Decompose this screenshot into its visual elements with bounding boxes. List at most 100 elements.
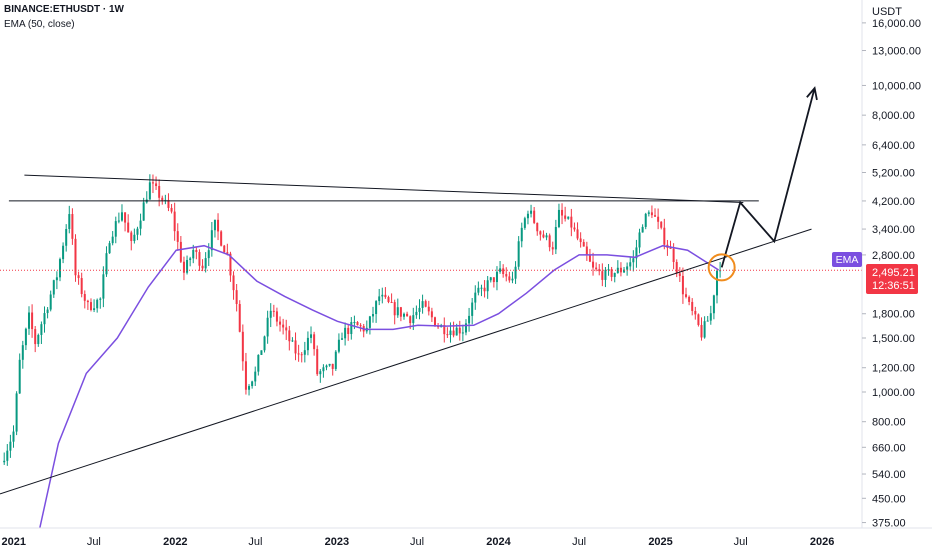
candle-body xyxy=(505,274,508,277)
candle-body xyxy=(316,349,319,375)
candle-body xyxy=(657,216,660,222)
candle-body xyxy=(601,271,604,280)
candle-body xyxy=(530,210,533,214)
candle-body xyxy=(616,267,619,273)
candle-body xyxy=(37,334,40,345)
candle-body xyxy=(592,261,595,268)
candle-body xyxy=(282,324,285,328)
candle-body xyxy=(458,327,461,334)
candle-body xyxy=(533,210,536,223)
price-tick-label: 2,800.00 xyxy=(872,250,915,262)
candle-body xyxy=(523,218,526,228)
price-tick-label: 1,800.00 xyxy=(872,309,915,321)
candle-body xyxy=(663,227,666,245)
price-axis[interactable]: 375.00 450.00 540.00 660.00 800.00 1,000.00 1,… xyxy=(862,18,921,530)
candle-body xyxy=(638,232,641,248)
candle-body xyxy=(93,308,96,310)
descending-trendline[interactable] xyxy=(24,174,744,203)
candle-body xyxy=(402,313,406,317)
candle-body xyxy=(570,216,573,228)
price-tick-label: 10,000.00 xyxy=(872,80,921,92)
candle-body xyxy=(443,325,446,335)
ema-series xyxy=(39,244,720,529)
candle-body xyxy=(709,313,712,321)
price-tag xyxy=(866,264,918,294)
candle-body xyxy=(210,230,213,251)
candle-body xyxy=(489,277,492,281)
candle-body xyxy=(508,276,511,281)
ascending-trendline[interactable] xyxy=(0,228,812,495)
time-tick-label: 2023 xyxy=(325,536,349,548)
candle-body xyxy=(598,269,601,272)
candle-body xyxy=(275,311,278,322)
candle-body xyxy=(712,295,715,314)
candle-body xyxy=(80,278,83,295)
candle-body xyxy=(167,199,170,208)
candle-body xyxy=(567,216,570,219)
candle-body xyxy=(241,331,244,362)
candle-body xyxy=(182,261,185,273)
candlestick-series xyxy=(3,174,722,466)
candle-body xyxy=(198,252,201,266)
candle-body xyxy=(437,326,440,328)
candle-body xyxy=(449,330,452,335)
candle-body xyxy=(632,258,635,263)
candle-body xyxy=(34,329,37,345)
candle-body xyxy=(139,220,142,229)
chart-symbol-title[interactable]: BINANCE:ETHUSDT · 1W xyxy=(4,4,124,15)
candle-body xyxy=(62,245,65,260)
time-tick-label: Jul xyxy=(410,536,424,548)
time-tick-label: 2022 xyxy=(163,536,187,548)
candle-body xyxy=(40,324,43,335)
candle-body xyxy=(347,327,350,335)
candle-body xyxy=(393,302,396,316)
candle-body xyxy=(660,221,663,228)
candle-body xyxy=(96,299,99,309)
candle-body xyxy=(232,275,235,291)
candle-body xyxy=(229,253,232,276)
indicator-legend[interactable]: EMA (50, close) xyxy=(4,19,75,30)
candle-body xyxy=(226,252,229,254)
candle-body xyxy=(418,307,421,312)
highlight-circle[interactable] xyxy=(707,253,736,282)
candle-body xyxy=(65,228,68,246)
candle-body xyxy=(176,231,179,242)
candle-body xyxy=(461,332,464,334)
candle-body xyxy=(328,363,331,366)
candle-body xyxy=(474,292,477,303)
candle-body xyxy=(644,213,647,227)
price-tag-countdown: 12:36:51 xyxy=(872,280,915,292)
projection-arrow-path[interactable] xyxy=(720,87,816,268)
price-tick-label: 5,200.00 xyxy=(872,168,915,180)
candle-body xyxy=(310,334,313,338)
candle-body xyxy=(158,186,161,198)
candle-body xyxy=(223,245,226,253)
candle-body xyxy=(626,266,629,270)
candle-body xyxy=(27,312,31,329)
candle-body xyxy=(279,321,282,325)
time-axis[interactable]: 2021 Jul 2022 Jul 2023 Jul 2024 Jul 2025 Jul 2026 xyxy=(1,536,834,548)
candle-body xyxy=(322,367,325,372)
candle-body xyxy=(334,351,337,369)
candle-body xyxy=(18,359,21,394)
candle-body xyxy=(579,238,582,243)
candle-body xyxy=(430,311,433,318)
candle-body xyxy=(263,336,266,351)
candle-body xyxy=(120,212,123,221)
candle-body xyxy=(204,258,207,269)
time-tick-label: Jul xyxy=(572,536,586,548)
candle-body xyxy=(573,227,576,230)
candle-body xyxy=(111,236,114,244)
candle-body xyxy=(108,243,111,254)
candle-body xyxy=(629,262,632,267)
candle-body xyxy=(124,212,127,223)
axis-tags: EMA 2,495.21 12:36:51 xyxy=(832,252,918,294)
candle-body xyxy=(421,301,424,308)
price-tag-value: 2,495.21 xyxy=(872,267,915,279)
price-tick-label: 450.00 xyxy=(872,493,906,505)
candle-body xyxy=(499,268,502,272)
candle-body xyxy=(406,313,409,317)
candle-body xyxy=(446,334,449,336)
candle-body xyxy=(155,183,158,187)
